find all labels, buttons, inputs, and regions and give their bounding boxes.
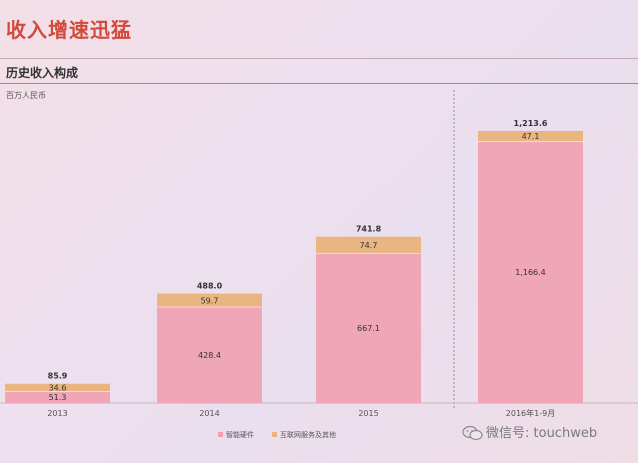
- bar-hardware-2: [316, 253, 421, 403]
- bar-hardware-1: [157, 306, 262, 403]
- data-label-internet-0: 34.6: [49, 384, 67, 393]
- data-label-total-3: 1,213.6: [514, 119, 548, 128]
- bar-internet-2: [316, 236, 421, 254]
- data-label-internet-2: 74.7: [360, 241, 378, 250]
- data-label-total-1: 488.0: [197, 282, 223, 291]
- x-tick-label-2: 2015: [358, 409, 378, 418]
- bar-internet-0: [5, 383, 110, 392]
- x-tick-label-1: 2014: [199, 409, 219, 418]
- data-label-hardware-0: 51.3: [49, 393, 67, 402]
- unit-label: 百万人民币: [6, 91, 46, 100]
- legend-label-1: 互联网服务及其他: [280, 430, 336, 439]
- data-label-hardware-3: 1,166.4: [515, 268, 546, 277]
- data-label-internet-3: 47.1: [522, 132, 540, 141]
- legend-swatch-1: [272, 432, 277, 437]
- wechat-icon: [462, 425, 483, 441]
- x-tick-label-0: 2013: [47, 409, 67, 418]
- bar-internet-1: [157, 293, 262, 307]
- bar-internet-3: [478, 130, 583, 142]
- subtitle-divider: [0, 83, 638, 84]
- data-label-internet-1: 59.7: [201, 296, 219, 305]
- bar-hardware-0: [5, 391, 110, 403]
- data-label-total-2: 741.8: [356, 225, 382, 234]
- data-label-total-0: 85.9: [48, 372, 68, 381]
- x-tick-label-3: 2016年1-9月: [506, 408, 555, 418]
- legend-label-0: 智能硬件: [226, 430, 254, 439]
- chart-subtitle: 历史收入构成: [6, 66, 79, 80]
- title-divider: [0, 58, 638, 59]
- watermark-text: 微信号: touchweb: [486, 426, 598, 441]
- slide-title: 收入增速迅猛: [6, 18, 132, 42]
- legend-swatch-0: [218, 432, 223, 437]
- data-label-hardware-1: 428.4: [198, 351, 221, 360]
- data-label-hardware-2: 667.1: [357, 324, 380, 333]
- bar-hardware-3: [478, 141, 583, 404]
